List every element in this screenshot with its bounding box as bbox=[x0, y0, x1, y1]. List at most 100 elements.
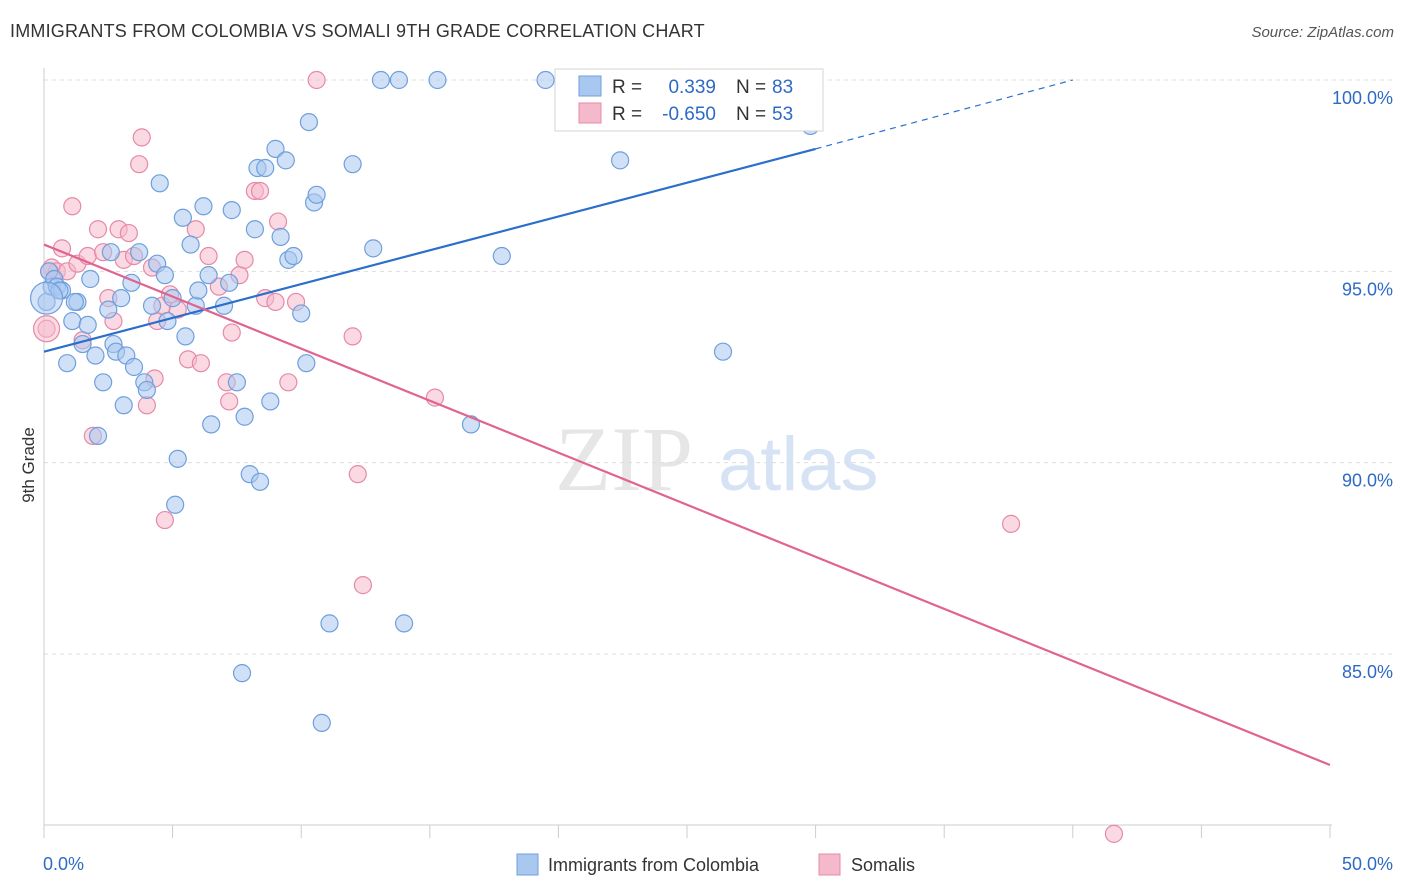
colombia-point bbox=[245, 220, 265, 239]
colombia-point bbox=[199, 266, 218, 285]
x-tick-label-min: 0.0% bbox=[43, 854, 84, 874]
colombia-point bbox=[155, 266, 174, 285]
colombia-point bbox=[235, 407, 254, 426]
stats-n-value-colombia: 83 bbox=[772, 77, 793, 98]
colombia-point bbox=[299, 112, 319, 132]
y-tick-label: 100.0% bbox=[1332, 88, 1393, 108]
colombia-point bbox=[266, 139, 285, 158]
colombia-point bbox=[371, 70, 391, 90]
colombia-trend-extension bbox=[815, 79, 1073, 150]
y-tick-label: 85.0% bbox=[1342, 662, 1393, 682]
somalis-point bbox=[32, 315, 61, 343]
colombia-point bbox=[261, 392, 280, 411]
axes bbox=[43, 68, 1332, 838]
colombia-point bbox=[389, 70, 409, 90]
stats-r-label-somalis: R = bbox=[612, 104, 642, 125]
colombia-point bbox=[292, 304, 311, 323]
stats-n-value-somalis: 53 bbox=[772, 104, 793, 125]
colombia-point bbox=[65, 292, 84, 312]
somalis-point bbox=[220, 392, 239, 411]
stats-legend-swatch-somalis bbox=[578, 102, 602, 124]
legend-swatch-colombia bbox=[516, 853, 539, 876]
colombia-point bbox=[194, 197, 213, 216]
colombia-point bbox=[181, 235, 200, 254]
colombia-point bbox=[220, 273, 239, 292]
colombia-point bbox=[114, 396, 133, 415]
colombia-point bbox=[189, 281, 208, 300]
colombia-point bbox=[166, 495, 185, 514]
colombia-point bbox=[142, 296, 162, 315]
colombia-point bbox=[312, 713, 331, 732]
somalis-point bbox=[235, 250, 254, 269]
colombia-point bbox=[713, 342, 733, 361]
x-tick-label-max: 50.0% bbox=[1342, 854, 1393, 874]
colombia-point bbox=[137, 380, 156, 400]
stats-r-value-somalis: -0.650 bbox=[662, 104, 716, 125]
somalis-point bbox=[88, 220, 108, 239]
colombia-point bbox=[343, 155, 362, 174]
stats-n-label-somalis: N = bbox=[736, 104, 766, 125]
colombia-point bbox=[276, 151, 295, 170]
somalis-point bbox=[222, 323, 241, 342]
stats-n-label-colombia: N = bbox=[736, 77, 766, 98]
colombia-point bbox=[173, 208, 192, 227]
colombia-trend-line bbox=[43, 147, 816, 353]
colombia-point bbox=[150, 174, 169, 193]
colombia-point bbox=[78, 315, 97, 335]
y-tick-label: 90.0% bbox=[1342, 471, 1393, 491]
watermark-zip: ZIP bbox=[555, 408, 693, 510]
legend-label-somalis: Somalis bbox=[851, 855, 915, 875]
colombia-point bbox=[492, 246, 511, 266]
somalis-point bbox=[250, 181, 270, 201]
colombia-point bbox=[297, 354, 316, 373]
colombia-point bbox=[536, 70, 555, 90]
somalis-point bbox=[268, 212, 288, 231]
colombia-point bbox=[256, 158, 275, 178]
colombia-point bbox=[202, 415, 221, 434]
trend-lines bbox=[43, 79, 1331, 766]
colombia-point bbox=[63, 311, 82, 331]
colombia-point bbox=[250, 472, 270, 491]
colombia-point bbox=[284, 246, 303, 266]
somalis-point bbox=[119, 223, 138, 243]
colombia-point bbox=[428, 70, 447, 90]
colombia-point bbox=[222, 201, 241, 220]
grid-lines bbox=[44, 79, 1395, 655]
colombia-point bbox=[227, 373, 246, 392]
colombia-point bbox=[81, 269, 100, 289]
stats-r-label-colombia: R = bbox=[612, 77, 642, 98]
y-axis-label: 9th Grade bbox=[19, 427, 38, 503]
colombia-point bbox=[88, 426, 108, 445]
somalis-point bbox=[130, 155, 149, 174]
somalis-point bbox=[191, 354, 210, 373]
somalis-point bbox=[266, 292, 285, 312]
colombia-point bbox=[94, 373, 113, 392]
colombia-point bbox=[112, 289, 131, 308]
stats-legend-swatch-colombia bbox=[578, 75, 602, 97]
watermark-atlas: atlas bbox=[718, 422, 879, 507]
bottom-legend: Immigrants from Colombia Somalis bbox=[516, 853, 915, 876]
colombia-point bbox=[101, 243, 120, 262]
colombia-point bbox=[99, 300, 118, 319]
colombia-point bbox=[307, 185, 326, 204]
somalis-point bbox=[1104, 824, 1124, 843]
stats-legend: R = 0.339 N = 83 R = -0.650 N = 53 bbox=[554, 68, 824, 132]
somalis-point bbox=[307, 70, 326, 90]
colombia-point bbox=[364, 239, 383, 258]
somalis-point bbox=[155, 510, 174, 530]
colombia-point bbox=[168, 449, 187, 468]
colombia-point bbox=[58, 354, 77, 373]
somalis-point bbox=[343, 327, 362, 346]
colombia-point bbox=[130, 243, 149, 262]
somalis-point bbox=[353, 576, 373, 595]
somalis-point bbox=[279, 373, 298, 392]
somalis-point bbox=[199, 246, 218, 266]
colombia-point bbox=[176, 327, 195, 346]
somalis-point bbox=[132, 128, 151, 147]
somalis-point bbox=[1001, 514, 1021, 533]
colombia-point bbox=[124, 357, 144, 377]
colombia-point bbox=[611, 151, 630, 170]
y-tick-label: 95.0% bbox=[1342, 279, 1393, 299]
legend-swatch-somalis bbox=[818, 853, 841, 876]
